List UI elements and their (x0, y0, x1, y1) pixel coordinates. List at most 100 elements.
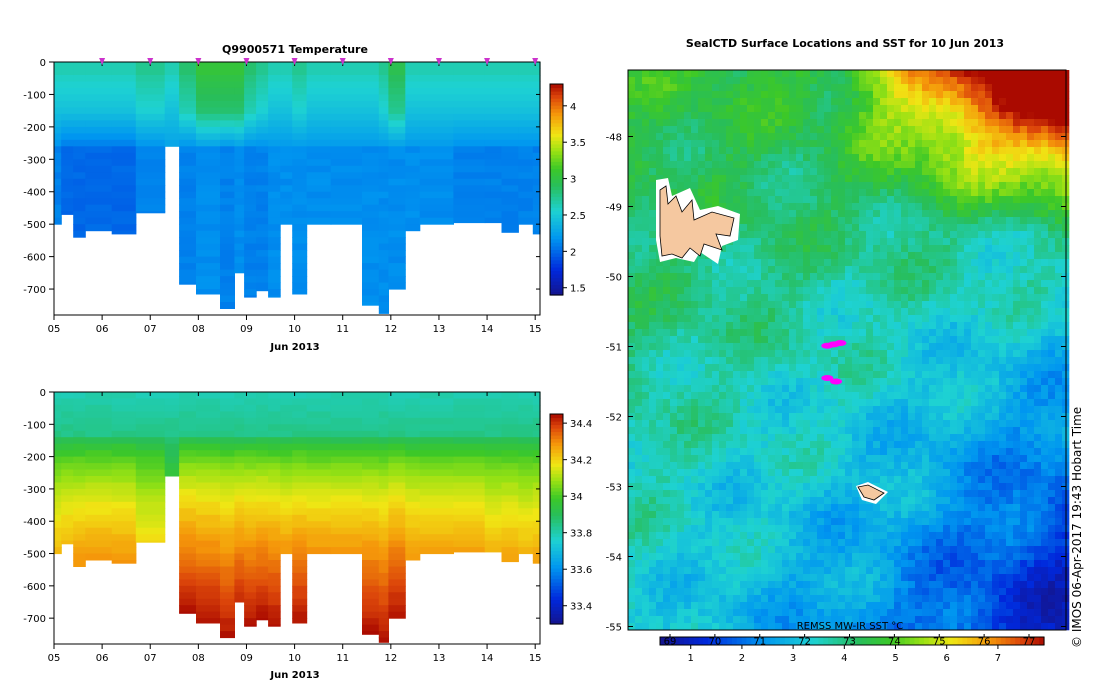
section-cell (256, 165, 269, 173)
sst-cell (1034, 161, 1042, 169)
section-cell (220, 572, 235, 580)
sst-cell (880, 175, 888, 183)
section-cell (179, 605, 197, 613)
section-cell (73, 81, 86, 89)
sst-cell (1048, 210, 1056, 218)
sst-cell (635, 392, 643, 400)
sst-cell (719, 287, 727, 295)
section-cell (532, 107, 541, 115)
sst-cell (628, 175, 636, 183)
section-cell (111, 540, 137, 548)
sst-cell (887, 329, 895, 337)
sst-cell (656, 133, 664, 141)
sst-cell (1048, 329, 1056, 337)
section-cell (220, 430, 235, 438)
section-cell (234, 463, 245, 471)
colorbar-segment (550, 617, 563, 622)
section-cell (268, 579, 281, 587)
sst-cell (768, 91, 776, 99)
sst-cell (768, 161, 776, 169)
sst-cell (796, 175, 804, 183)
sst-cell (971, 273, 979, 281)
sst-cell (894, 371, 902, 379)
sst-cell (824, 217, 832, 225)
section-cell (54, 204, 62, 212)
sst-cell (642, 126, 650, 134)
section-cell (85, 398, 113, 406)
sst-cell (922, 84, 930, 92)
sst-cell (929, 133, 937, 141)
sst-cell (985, 308, 993, 316)
sst-cell (908, 203, 916, 211)
sst-cell (964, 133, 972, 141)
sst-cell (978, 378, 986, 386)
sst-cell (642, 224, 650, 232)
sst-cell (663, 343, 671, 351)
sst-cell (677, 168, 685, 176)
sst-cell (761, 210, 769, 218)
sst-cell (999, 378, 1007, 386)
colorbar-segment (550, 452, 563, 457)
section-cell (220, 488, 235, 496)
sst-cell (943, 322, 951, 330)
sst-cell (908, 392, 916, 400)
section-cell (292, 476, 308, 483)
section-cell (362, 289, 380, 297)
section-cell (234, 411, 245, 419)
section-cell (54, 527, 62, 535)
section-cell (220, 618, 235, 626)
sst-cell (1027, 259, 1035, 267)
sst-cell (845, 308, 853, 316)
colorbar-segment (550, 214, 563, 219)
section-cell (73, 482, 86, 490)
sst-cell (810, 147, 818, 155)
section-cell (362, 185, 380, 193)
sst-cell (922, 287, 930, 295)
sst-cell (635, 252, 643, 260)
section-cell (330, 139, 363, 147)
sst-cell (943, 98, 951, 106)
sst-cell (691, 266, 699, 274)
section-cell (268, 172, 281, 180)
colorbar-segment (550, 424, 563, 429)
section-cell (292, 165, 308, 173)
sst-cell (964, 203, 972, 211)
section-cell (501, 75, 519, 82)
section-cell (244, 68, 257, 76)
sst-cell (887, 343, 895, 351)
x-tick-label: 14 (481, 324, 494, 335)
section-cell (280, 527, 293, 535)
sst-cell (852, 189, 860, 197)
section-cell (518, 185, 534, 193)
section-cell (501, 508, 519, 516)
sst-cell (943, 301, 951, 309)
section-cell (453, 204, 486, 212)
section-cell (378, 585, 389, 593)
section-cell (306, 178, 332, 186)
section-cell (532, 527, 541, 535)
sst-cell (859, 385, 867, 393)
sst-cell (733, 266, 741, 274)
sst-cell (712, 294, 720, 302)
section-cell (362, 107, 380, 115)
sst-cell (775, 343, 783, 351)
section-cell (164, 469, 180, 477)
sst-cell (901, 203, 909, 211)
sst-cell (628, 392, 636, 400)
sst-cell (817, 119, 825, 127)
sst-cell (656, 168, 664, 176)
section-cell (268, 585, 281, 593)
profile-marker (532, 58, 539, 65)
sst-cell (957, 91, 965, 99)
sst-cell (1027, 224, 1035, 232)
sst-cell (943, 196, 951, 204)
sst-cell (768, 70, 776, 78)
sst-cell (964, 273, 972, 281)
sst-cell (1041, 280, 1049, 288)
section-cell (54, 476, 62, 483)
section-cell (280, 126, 293, 134)
sst-cell (936, 217, 944, 225)
sst-cell (971, 105, 979, 113)
sst-cell (775, 217, 783, 225)
section-cell (61, 443, 74, 451)
